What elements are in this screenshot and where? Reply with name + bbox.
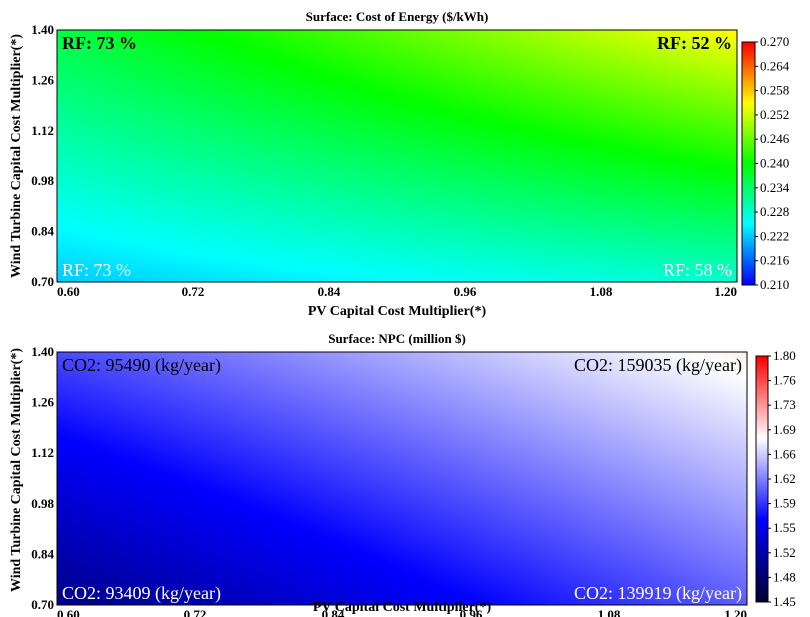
y-tick-label: 0.70 — [31, 597, 54, 612]
heatmap-image — [57, 352, 747, 605]
corner-annotation-bottom-left: RF: 73 % — [62, 260, 131, 280]
x-axis-label: PV Capital Cost Multiplier(*) — [308, 304, 487, 319]
colorbar-tick-label: 0.252 — [760, 107, 789, 122]
y-tick-label: 0.84 — [31, 546, 54, 561]
y-tick-label: 1.26 — [31, 395, 54, 410]
x-tick-label: 0.96 — [460, 607, 483, 617]
colorbar-tick-label: 1.76 — [773, 373, 796, 388]
corner-annotation-top-right: RF: 52 % — [657, 33, 732, 53]
x-tick-label: 1.08 — [590, 284, 613, 299]
colorbar-ticks: 0.270 0.264 0.258 0.252 0.246 0.240 0.234 0.228… — [755, 34, 790, 292]
x-tick-label: 1.20 — [724, 607, 747, 617]
x-tick-label: 0.72 — [182, 284, 205, 299]
corner-annotation-bottom-right: RF: 58 % — [663, 260, 732, 280]
chart-title: Surface: NPC (million $) — [328, 331, 466, 346]
y-tick-label: 0.98 — [31, 173, 54, 188]
colorbar-tick-label: 1.80 — [773, 348, 796, 363]
heatmap-image — [57, 30, 737, 282]
axis-ticks: 0.60 0.72 0.84 0.96 1.08 1.20 0.70 0.84 0.98 1.12… — [31, 22, 737, 299]
heatmap-surface — [57, 30, 737, 282]
colorbar-gradient — [756, 356, 768, 602]
colorbar-tick-label: 1.69 — [773, 422, 796, 437]
colorbar-ticks: 1.80 1.76 1.73 1.69 1.66 1.62 1.59 1.55 1.52 1.48… — [768, 348, 796, 609]
y-axis-label: Wind Turbine Capital Cost Multiplier(*) — [9, 34, 24, 278]
x-tick-label: 0.60 — [57, 607, 80, 617]
x-tick-label: 0.60 — [57, 284, 80, 299]
colorbar-tick-label: 0.264 — [760, 58, 790, 73]
y-tick-label: 0.70 — [31, 274, 54, 289]
colorbar-gradient — [742, 42, 755, 285]
x-tick-label: 0.72 — [184, 607, 207, 617]
colorbar-tick-label: 1.66 — [773, 446, 796, 461]
corner-annotation-top-left: RF: 73 % — [62, 33, 137, 53]
x-tick-label: 0.84 — [322, 607, 345, 617]
plot-frame — [56, 351, 748, 606]
x-tick-label: 1.20 — [714, 284, 737, 299]
x-tick-label: 0.96 — [454, 284, 477, 299]
heatmap-surface — [57, 352, 747, 605]
colorbar-tick-label: 0.270 — [760, 34, 789, 49]
colorbar-tick-label: 0.246 — [760, 131, 790, 146]
corner-annotation-bottom-right: CO2: 139919 (kg/year) — [574, 583, 742, 604]
y-axis-label: Wind Turbine Capital Cost Multiplier(*) — [9, 348, 24, 592]
colorbar: 0.270 0.264 0.258 0.252 0.246 0.240 0.234 0.228… — [741, 34, 790, 292]
chart-title: Surface: Cost of Energy ($/kWh) — [306, 9, 489, 24]
colorbar-tick-label: 0.258 — [760, 83, 789, 98]
y-tick-label: 1.40 — [31, 22, 54, 37]
x-axis-label: PV Capital Cost Multiplier(*) — [313, 600, 492, 615]
npc-chart: Surface: NPC (million $) 0.60 0.72 0.84 0.9… — [9, 331, 796, 617]
annotations: CO2: 95490 (kg/year) CO2: 159035 (kg/year… — [62, 355, 742, 604]
plot-frame — [56, 29, 738, 283]
y-tick-label: 1.26 — [31, 72, 54, 87]
y-tick-label: 0.84 — [31, 224, 54, 239]
corner-annotation-bottom-left: CO2: 93409 (kg/year) — [62, 583, 221, 604]
colorbar-tick-label: 0.210 — [760, 277, 789, 292]
colorbar: 1.80 1.76 1.73 1.69 1.66 1.62 1.59 1.55 1.52 1.48… — [755, 348, 796, 609]
colorbar-tick-label: 1.52 — [773, 545, 796, 560]
annotations: RF: 73 % RF: 52 % RF: 73 % RF: 58 % — [62, 33, 732, 280]
colorbar-tick-label: 1.48 — [773, 569, 796, 584]
corner-annotation-top-right: CO2: 159035 (kg/year) — [574, 355, 742, 376]
colorbar-tick-label: 0.228 — [760, 204, 789, 219]
y-tick-label: 0.98 — [31, 496, 54, 511]
colorbar-tick-label: 1.59 — [773, 496, 796, 511]
cost-of-energy-chart: Surface: Cost of Energy ($/kWh) 0.60 0.72… — [9, 9, 790, 319]
colorbar-tick-label: 0.222 — [760, 228, 789, 243]
colorbar-tick-label: 1.62 — [773, 471, 796, 486]
y-tick-label: 1.12 — [31, 123, 54, 138]
colorbar-tick-label: 0.216 — [760, 253, 790, 268]
colorbar-tick-label: 0.240 — [760, 156, 789, 171]
x-tick-label: 0.84 — [318, 284, 341, 299]
colorbar-tick-label: 1.45 — [773, 594, 796, 609]
corner-annotation-top-left: CO2: 95490 (kg/year) — [62, 355, 221, 376]
colorbar-tick-label: 1.73 — [773, 397, 796, 412]
x-tick-label: 1.08 — [598, 607, 621, 617]
colorbar-tick-label: 0.234 — [760, 180, 790, 195]
colorbar-tick-label: 1.55 — [773, 520, 796, 535]
y-tick-label: 1.40 — [31, 344, 54, 359]
y-tick-label: 1.12 — [31, 445, 54, 460]
axis-ticks: 0.60 0.72 0.84 0.96 1.08 1.20 0.70 0.84 0.98 1.12… — [31, 344, 747, 617]
